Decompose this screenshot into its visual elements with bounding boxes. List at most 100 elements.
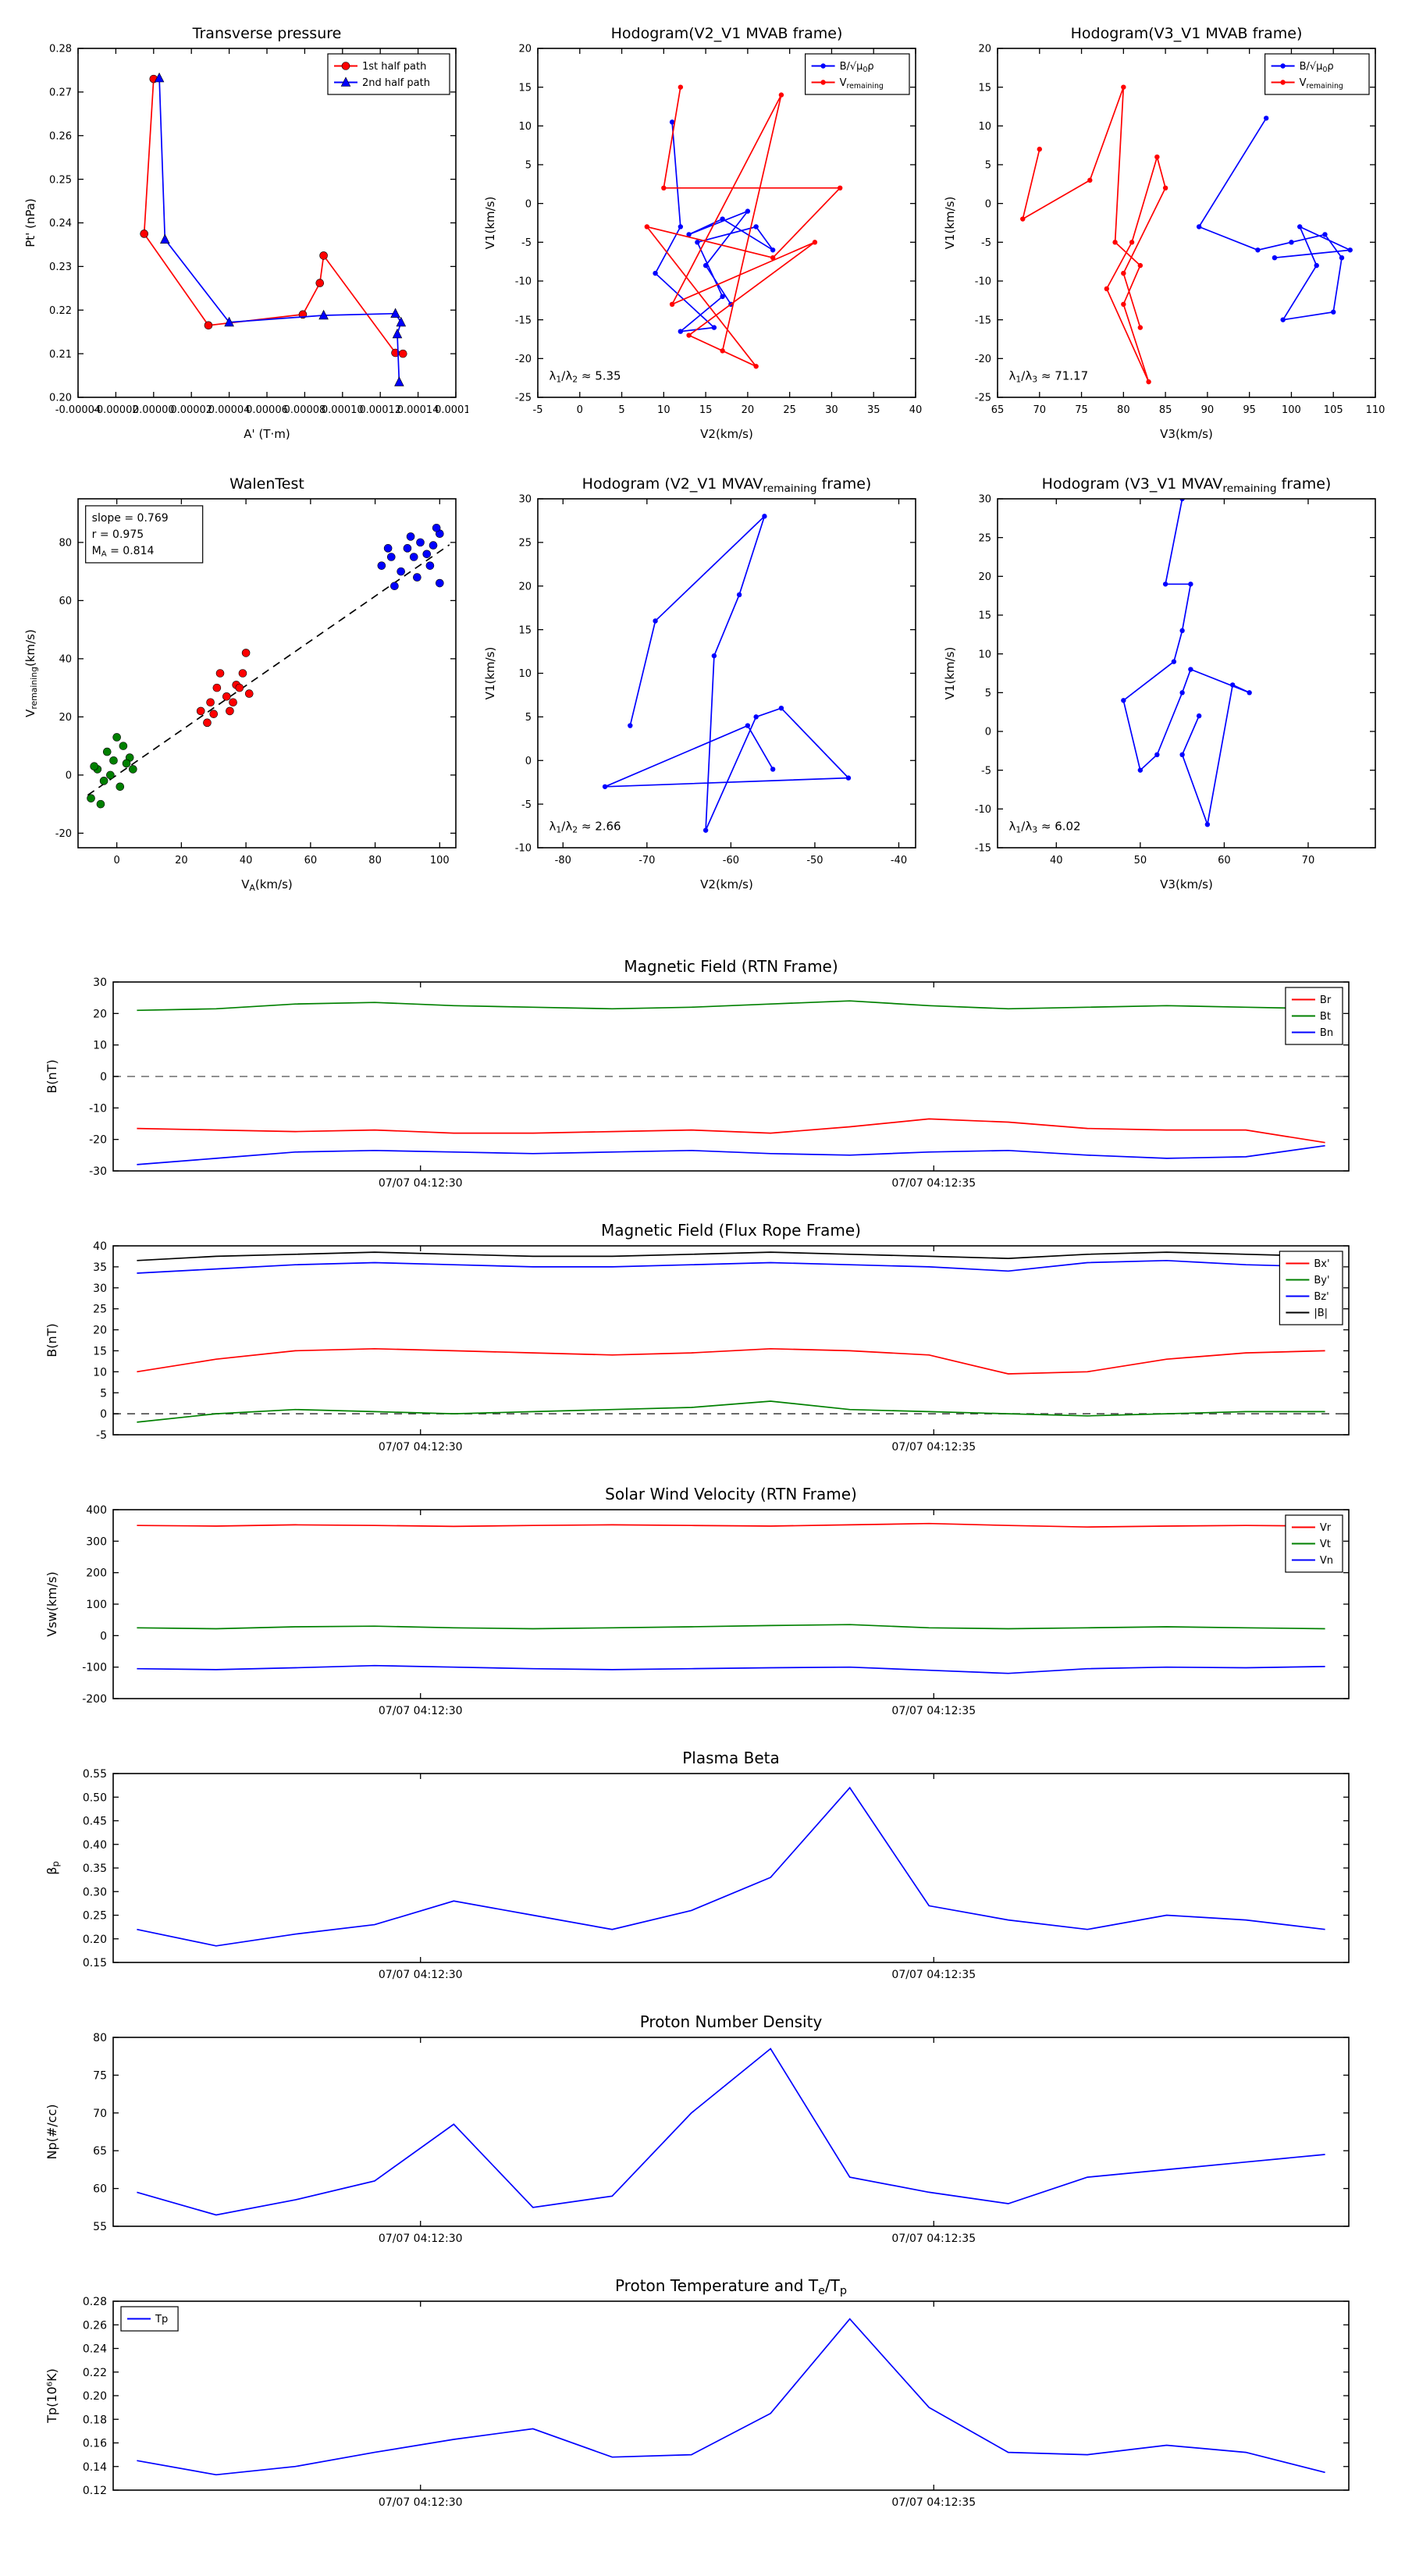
svg-text:300: 300 (86, 1535, 107, 1548)
series-Bt (137, 1000, 1325, 1012)
svg-text:5: 5 (100, 1387, 107, 1400)
svg-text:200: 200 (86, 1567, 107, 1580)
svg-text:07/07 04:12:35: 07/07 04:12:35 (891, 1969, 976, 1981)
time-series-stack: 07/07 04:12:30 07/07 04:12:35 -30 -20 -10 0 10… (0, 948, 1405, 2531)
series-By' (137, 1400, 1325, 1423)
svg-text:30: 30 (978, 494, 991, 506)
series-plasma-beta-0 (137, 1786, 1325, 1947)
svg-text:0.00008: 0.00008 (284, 404, 326, 416)
svg-text:-60: -60 (723, 855, 739, 866)
svg-text:0.00016: 0.00016 (435, 404, 468, 416)
svg-text:Vr: Vr (1320, 1522, 1332, 1534)
svg-text:15: 15 (518, 624, 532, 636)
series-|B| (137, 1251, 1325, 1261)
svg-text:65: 65 (93, 2145, 107, 2158)
svg-text:-10: -10 (515, 276, 532, 288)
series-2nd half path (154, 72, 407, 386)
series-Vremaining (1020, 84, 1168, 385)
chart-canvas-proton-temperature: 07/07 04:12:30 07/07 04:12:35 0.12 0.14 0.16… (44, 2276, 1350, 2509)
svg-text:5: 5 (525, 160, 532, 172)
svg-text:5: 5 (525, 712, 532, 724)
svg-text:0.24: 0.24 (83, 2343, 107, 2356)
svg-text:10: 10 (978, 649, 991, 660)
svg-text:0.26: 0.26 (83, 2319, 107, 2332)
svg-text:-15: -15 (515, 315, 532, 326)
svg-text:25: 25 (93, 1304, 107, 1316)
svg-text:Vremaining(km/s): Vremaining(km/s) (23, 629, 39, 717)
svg-text:Vremaining: Vremaining (1300, 77, 1343, 91)
svg-text:0.35: 0.35 (83, 1863, 107, 1875)
series-Vt (137, 1624, 1325, 1630)
svg-text:50: 50 (1134, 855, 1147, 866)
series-proton-density-0 (137, 2048, 1325, 2216)
svg-text:15: 15 (93, 1345, 107, 1357)
svg-text:0.22: 0.22 (49, 305, 72, 317)
svg-text:110: 110 (1366, 404, 1385, 416)
svg-text:30: 30 (93, 977, 107, 989)
svg-text:07/07 04:12:35: 07/07 04:12:35 (891, 1177, 976, 1190)
svg-text:λ1/λ2 ≈ 2.66: λ1/λ2 ≈ 2.66 (550, 820, 621, 835)
svg-text:-20: -20 (975, 354, 991, 365)
svg-text:25: 25 (518, 538, 532, 550)
svg-text:15: 15 (518, 82, 532, 94)
svg-text:0.40: 0.40 (83, 1839, 107, 1852)
series-Bx' (137, 1347, 1325, 1375)
svg-text:-25: -25 (975, 393, 991, 404)
chart-canvas-hodogram-v3v1-mvab: 65 70 75 80 85 90 95 100 105 110 -25 -20 -15 -10 -5 0 5 1… (943, 25, 1385, 441)
svg-text:0: 0 (100, 1071, 107, 1083)
svg-text:-5: -5 (981, 765, 991, 777)
series-Vn (137, 1664, 1325, 1674)
chart-hodogram-v2v1-mvav: -80 -70 -60 -50 -40 -10 -5 0 5 10 15 20 25 30 Hodogram… (477, 464, 928, 898)
svg-text:25: 25 (783, 404, 796, 416)
svg-text:5: 5 (618, 404, 624, 416)
svg-text:0.25: 0.25 (83, 1910, 107, 1923)
svg-text:0: 0 (66, 770, 72, 782)
svg-text:-200: -200 (82, 1693, 107, 1706)
svg-text:0: 0 (985, 727, 991, 738)
svg-text:-25: -25 (515, 393, 532, 404)
svg-text:-10: -10 (975, 804, 991, 816)
svg-text:-20: -20 (515, 354, 532, 365)
svg-text:0.14: 0.14 (83, 2461, 107, 2474)
svg-text:20: 20 (518, 44, 532, 55)
svg-text:V1(km/s): V1(km/s) (943, 197, 957, 250)
series-layer-vsw-rtn (137, 1522, 1325, 1674)
svg-text:40: 40 (1050, 855, 1063, 866)
svg-text:B/√μ0ρ: B/√μ0ρ (840, 61, 874, 74)
svg-text:-0.00004: -0.00004 (55, 404, 101, 416)
svg-text:-5: -5 (521, 799, 532, 811)
svg-text:0.00014: 0.00014 (397, 404, 439, 416)
svg-text:λ1/λ3 ≈ 6.02: λ1/λ3 ≈ 6.02 (1009, 820, 1081, 835)
chart-magnetic-field-flux-rope: 07/07 04:12:30 07/07 04:12:35 -5 0 5 10 15 20 25… (39, 1212, 1366, 1471)
svg-text:10: 10 (93, 1040, 107, 1052)
svg-text:VA(km/s): VA(km/s) (241, 877, 293, 893)
svg-text:Plasma Beta: Plasma Beta (682, 1749, 780, 1767)
svg-text:Solar Wind Velocity (RTN Frame: Solar Wind Velocity (RTN Frame) (605, 1485, 857, 1503)
chart-canvas-b-flux-rope: 07/07 04:12:30 07/07 04:12:35 -5 0 5 10 15 20 25… (44, 1221, 1350, 1453)
svg-text:0.23: 0.23 (49, 262, 72, 273)
svg-text:-40: -40 (891, 855, 907, 866)
svg-text:07/07 04:12:30: 07/07 04:12:30 (379, 1441, 463, 1453)
svg-text:20: 20 (93, 1008, 107, 1020)
svg-text:B(nT): B(nT) (44, 1323, 59, 1357)
series-Bn (137, 1144, 1325, 1165)
svg-text:15: 15 (978, 610, 991, 622)
series-layer-plasma-beta (137, 1786, 1325, 1947)
svg-text:20: 20 (978, 44, 991, 55)
svg-text:MA = 0.814: MA = 0.814 (92, 545, 155, 559)
svg-text:5: 5 (985, 160, 991, 172)
svg-text:40: 40 (59, 654, 72, 666)
svg-text:70: 70 (1302, 855, 1315, 866)
svg-text:-10: -10 (89, 1102, 107, 1115)
svg-text:30: 30 (518, 494, 532, 506)
svg-text:Hodogram(V3_V1 MVAB frame): Hodogram(V3_V1 MVAB frame) (1071, 25, 1303, 42)
svg-text:V1(km/s): V1(km/s) (943, 647, 957, 700)
svg-text:V2(km/s): V2(km/s) (700, 427, 753, 441)
svg-text:10: 10 (657, 404, 670, 416)
svg-text:55: 55 (93, 2221, 107, 2233)
svg-text:Vn: Vn (1320, 1555, 1333, 1567)
series-Bz' (137, 1259, 1325, 1274)
svg-text:07/07 04:12:35: 07/07 04:12:35 (891, 1441, 976, 1453)
chart-canvas-proton-density: 07/07 04:12:30 07/07 04:12:35 55 60 65 70 75 80… (44, 2012, 1350, 2245)
